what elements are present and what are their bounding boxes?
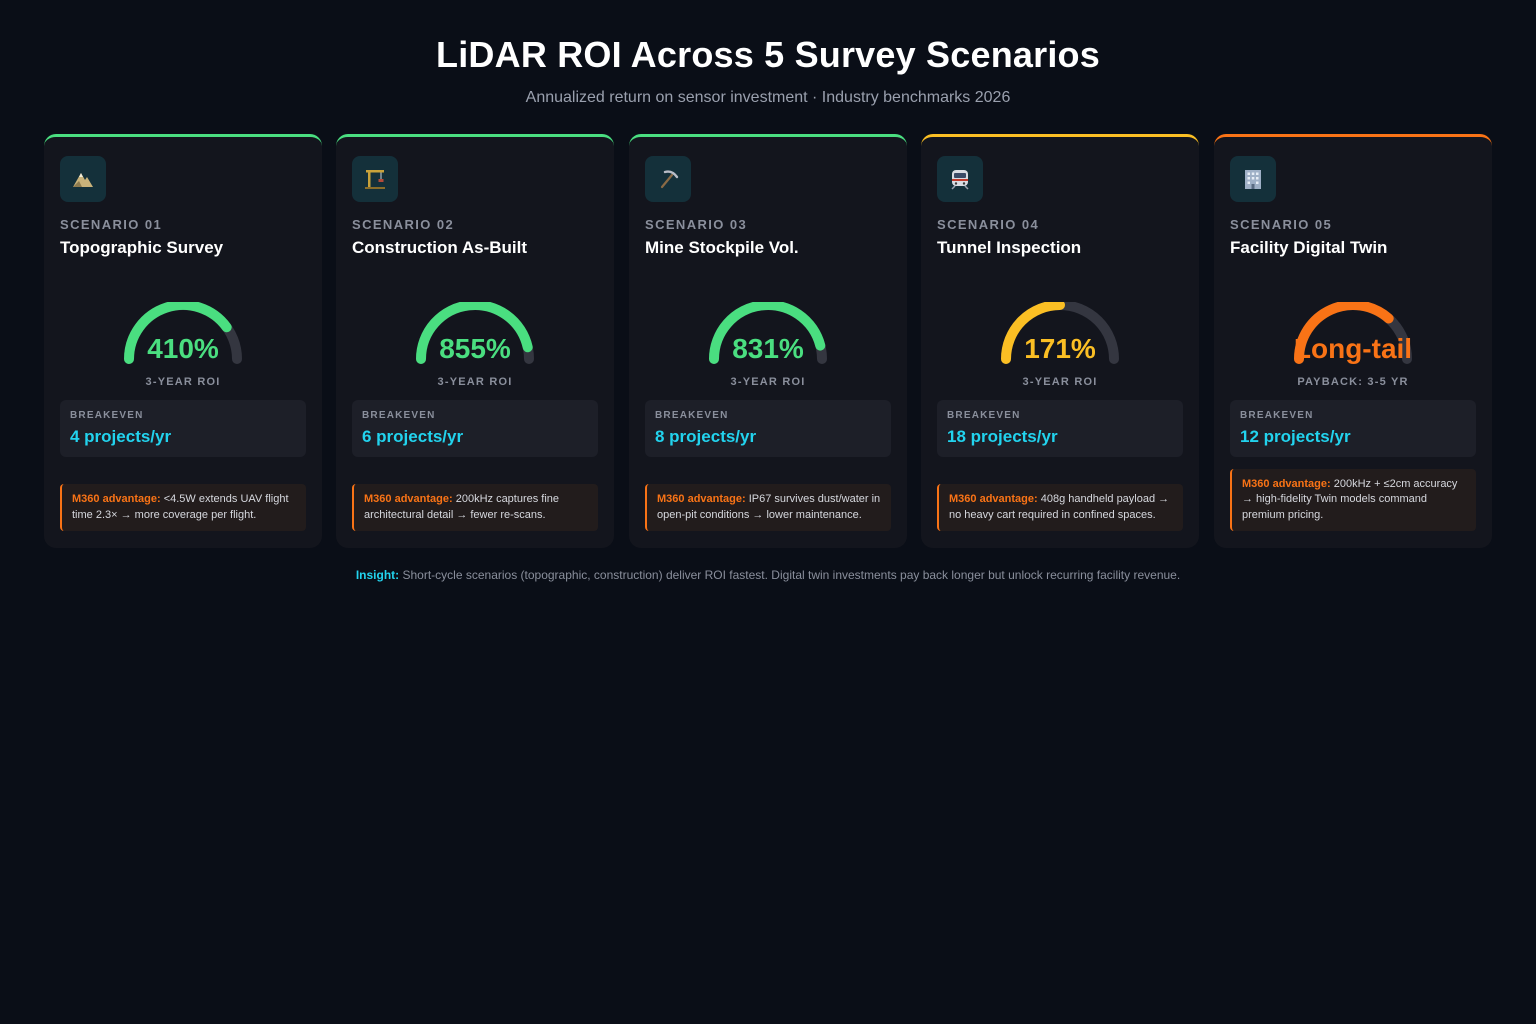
advantage-note: M360 advantage: 408g handheld payload → … — [937, 484, 1183, 531]
roi-label: 3-YEAR ROI — [730, 376, 806, 388]
advantage-note: M360 advantage: IP67 survives dust/water… — [645, 484, 891, 531]
breakeven-label: BREAKEVEN — [655, 410, 729, 421]
advantage-label: M360 advantage: — [1242, 477, 1331, 490]
building-icon — [1230, 156, 1276, 202]
roi-label: 3-YEAR ROI — [437, 376, 513, 388]
roi-label: 3-YEAR ROI — [1022, 376, 1098, 388]
mountain-icon — [60, 156, 106, 202]
roi-value: 831% — [732, 333, 804, 364]
breakeven-value: 8 projects/yr — [655, 427, 757, 446]
roi-value: 410% — [147, 333, 219, 364]
scenario-card-2: SCENARIO 02 Construction As-Built 855% 3… — [336, 134, 614, 548]
roi-label: 3-YEAR ROI — [145, 376, 221, 388]
breakeven-box: BREAKEVEN 12 projects/yr — [1230, 400, 1476, 457]
advantage-label: M360 advantage: — [949, 493, 1038, 505]
roi-gauge — [709, 302, 827, 364]
gauge-fill — [416, 302, 533, 364]
advantage-label: M360 advantage: — [72, 493, 161, 505]
gauge-fill — [1294, 302, 1394, 364]
scenario-card-4: SCENARIO 04 Tunnel Inspection 171% 3-YEA… — [921, 134, 1199, 548]
roi-label: PAYBACK: 3-5 YR — [1297, 376, 1409, 388]
roi-value: 855% — [439, 333, 511, 364]
gauge-fill — [124, 302, 232, 364]
advantage-text: IP67 survives dust/water in open-pit con… — [657, 493, 881, 521]
gauge-fill — [1001, 302, 1065, 364]
scenario-number: SCENARIO 01 — [60, 217, 163, 232]
insight-text: Short-cycle scenarios (topographic, cons… — [399, 568, 1181, 582]
gauge-fill — [709, 302, 826, 364]
breakeven-box: BREAKEVEN 6 projects/yr — [352, 400, 598, 457]
scenario-name: Construction As-Built — [352, 238, 528, 257]
train-icon — [937, 156, 983, 202]
advantage-note: M360 advantage: 200kHz + ≤2cm accuracy →… — [1230, 468, 1476, 531]
breakeven-box: BREAKEVEN 8 projects/yr — [645, 400, 891, 457]
insight-label: Insight: — [355, 568, 400, 582]
breakeven-value: 18 projects/yr — [947, 427, 1058, 446]
scenario-name: Tunnel Inspection — [937, 238, 1082, 257]
scenario-name: Mine Stockpile Vol. — [645, 238, 799, 257]
advantage-text: 408g handheld payload → no heavy cart re… — [949, 493, 1170, 521]
breakeven-value: 4 projects/yr — [70, 427, 172, 446]
scenario-number: SCENARIO 02 — [352, 217, 455, 232]
advantage-note: M360 advantage: 200kHz captures fine arc… — [352, 484, 598, 531]
scenario-number: SCENARIO 05 — [1230, 217, 1333, 232]
breakeven-label: BREAKEVEN — [362, 410, 436, 421]
roi-value: 171% — [1024, 333, 1096, 364]
scenario-cards: SCENARIO 01 Topographic Survey 410% 3-YE… — [44, 134, 1492, 548]
breakeven-label: BREAKEVEN — [1240, 410, 1314, 421]
roi-value: Long-tail — [1293, 333, 1413, 364]
scenario-card-5: SCENARIO 05 Facility Digital Twin Long-t… — [1214, 134, 1492, 548]
breakeven-label: BREAKEVEN — [70, 410, 144, 421]
page-title: LiDAR ROI Across 5 Survey Scenarios — [436, 34, 1100, 75]
scenario-card-3: SCENARIO 03 Mine Stockpile Vol. 831% 3-Y… — [629, 134, 907, 548]
scenario-card-1: SCENARIO 01 Topographic Survey 410% 3-YE… — [44, 134, 322, 548]
insight-footnote: Insight: Short-cycle scenarios (topograp… — [0, 568, 1536, 582]
advantage-text: 200kHz + ≤2cm accuracy → high-fidelity T… — [1242, 477, 1458, 521]
roi-gauge — [416, 302, 534, 364]
breakeven-value: 6 projects/yr — [362, 427, 464, 446]
roi-gauge — [1001, 302, 1119, 364]
scenario-name: Topographic Survey — [60, 238, 224, 257]
advantage-text: <4.5W extends UAV flight time 2.3× → mor… — [72, 493, 289, 521]
breakeven-value: 12 projects/yr — [1240, 427, 1351, 446]
crane-icon — [352, 156, 398, 202]
scenario-number: SCENARIO 04 — [937, 217, 1040, 232]
advantage-note: M360 advantage: <4.5W extends UAV flight… — [60, 484, 306, 531]
page-subtitle: Annualized return on sensor investment ·… — [525, 89, 1011, 106]
advantage-label: M360 advantage: — [364, 493, 453, 505]
scenario-number: SCENARIO 03 — [645, 217, 748, 232]
pickaxe-icon — [645, 156, 691, 202]
scenario-name: Facility Digital Twin — [1230, 238, 1388, 257]
roi-gauge — [124, 302, 242, 364]
breakeven-box: BREAKEVEN 4 projects/yr — [60, 400, 306, 457]
breakeven-label: BREAKEVEN — [947, 410, 1021, 421]
advantage-label: M360 advantage: — [657, 493, 746, 505]
roi-gauge — [1294, 302, 1412, 364]
breakeven-box: BREAKEVEN 18 projects/yr — [937, 400, 1183, 457]
advantage-text: 200kHz captures fine architectural detai… — [364, 493, 560, 521]
